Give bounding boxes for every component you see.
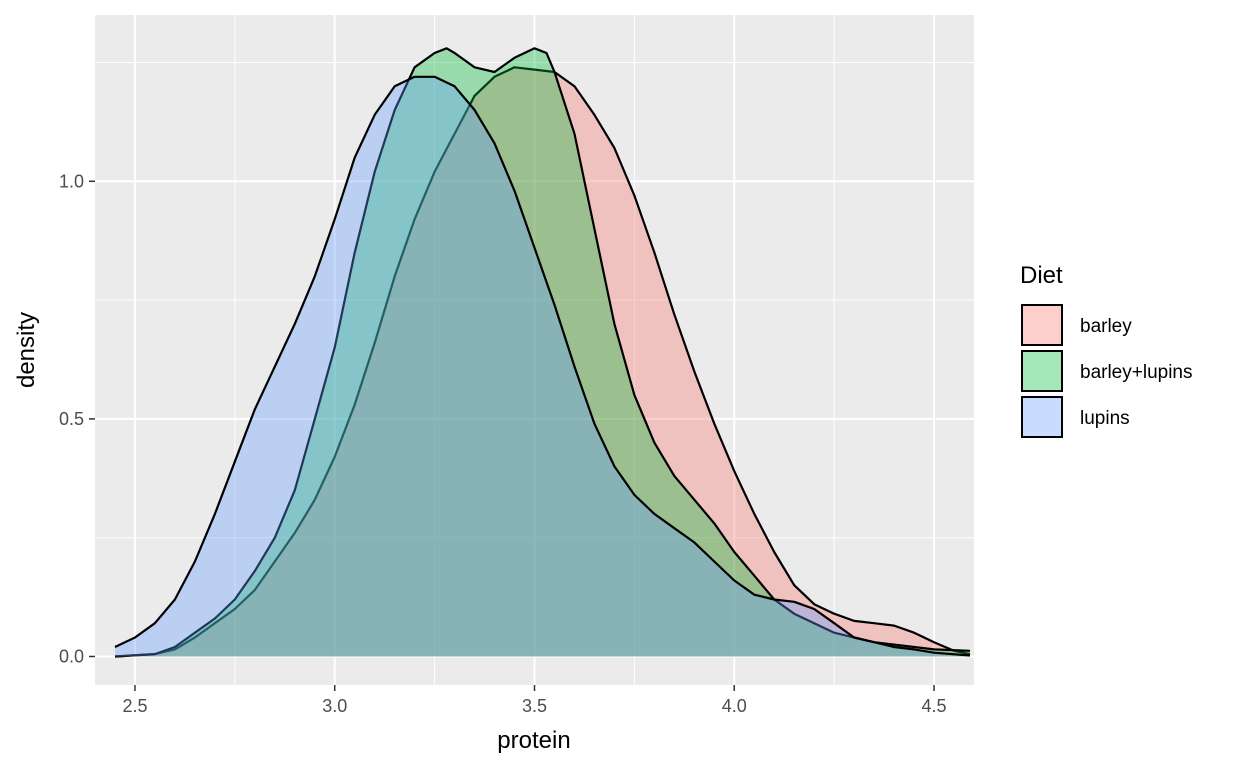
density-area-barley-lupins <box>115 48 970 657</box>
legend-label-barley: barley <box>1080 316 1132 337</box>
density-areas <box>114 47 971 658</box>
y-tick-label: 0.5 <box>59 409 84 429</box>
x-tick-label: 3.5 <box>522 696 547 716</box>
legend-key-bg <box>1021 304 1063 346</box>
x-axis-title: protein <box>497 727 570 754</box>
density-line-barley-lupins <box>114 47 971 658</box>
y-axis-title: density <box>13 312 40 388</box>
legend-key-bg <box>1021 396 1063 438</box>
legend-key-bg <box>1021 350 1063 392</box>
legend-title: Diet <box>1020 262 1063 289</box>
x-tick-label: 3.0 <box>322 696 347 716</box>
major-gridlines <box>95 15 974 685</box>
y-tick-label: 0.0 <box>59 646 84 666</box>
legend-key-barley-lupins <box>1021 350 1063 392</box>
x-tick-label: 4.0 <box>722 696 747 716</box>
legend-label-barley-lupins: barley+lupins <box>1080 362 1193 383</box>
density-area-lupins <box>115 76 970 657</box>
legend-key-barley <box>1021 304 1063 346</box>
legend-key-lupins <box>1021 396 1063 438</box>
x-tick-label: 4.5 <box>922 696 947 716</box>
x-tick-label: 2.5 <box>122 696 147 716</box>
density-area-barley <box>115 67 970 657</box>
density-line-lupins <box>114 75 971 657</box>
y-axis: 0.0 0.5 1.0 <box>59 171 95 666</box>
x-axis: 2.5 3.0 3.5 4.0 4.5 <box>122 685 947 716</box>
legend: Diet barley barley+lupins lupins <box>1020 262 1193 438</box>
legend-label-lupins: lupins <box>1080 408 1130 429</box>
y-tick-label: 1.0 <box>59 171 84 191</box>
